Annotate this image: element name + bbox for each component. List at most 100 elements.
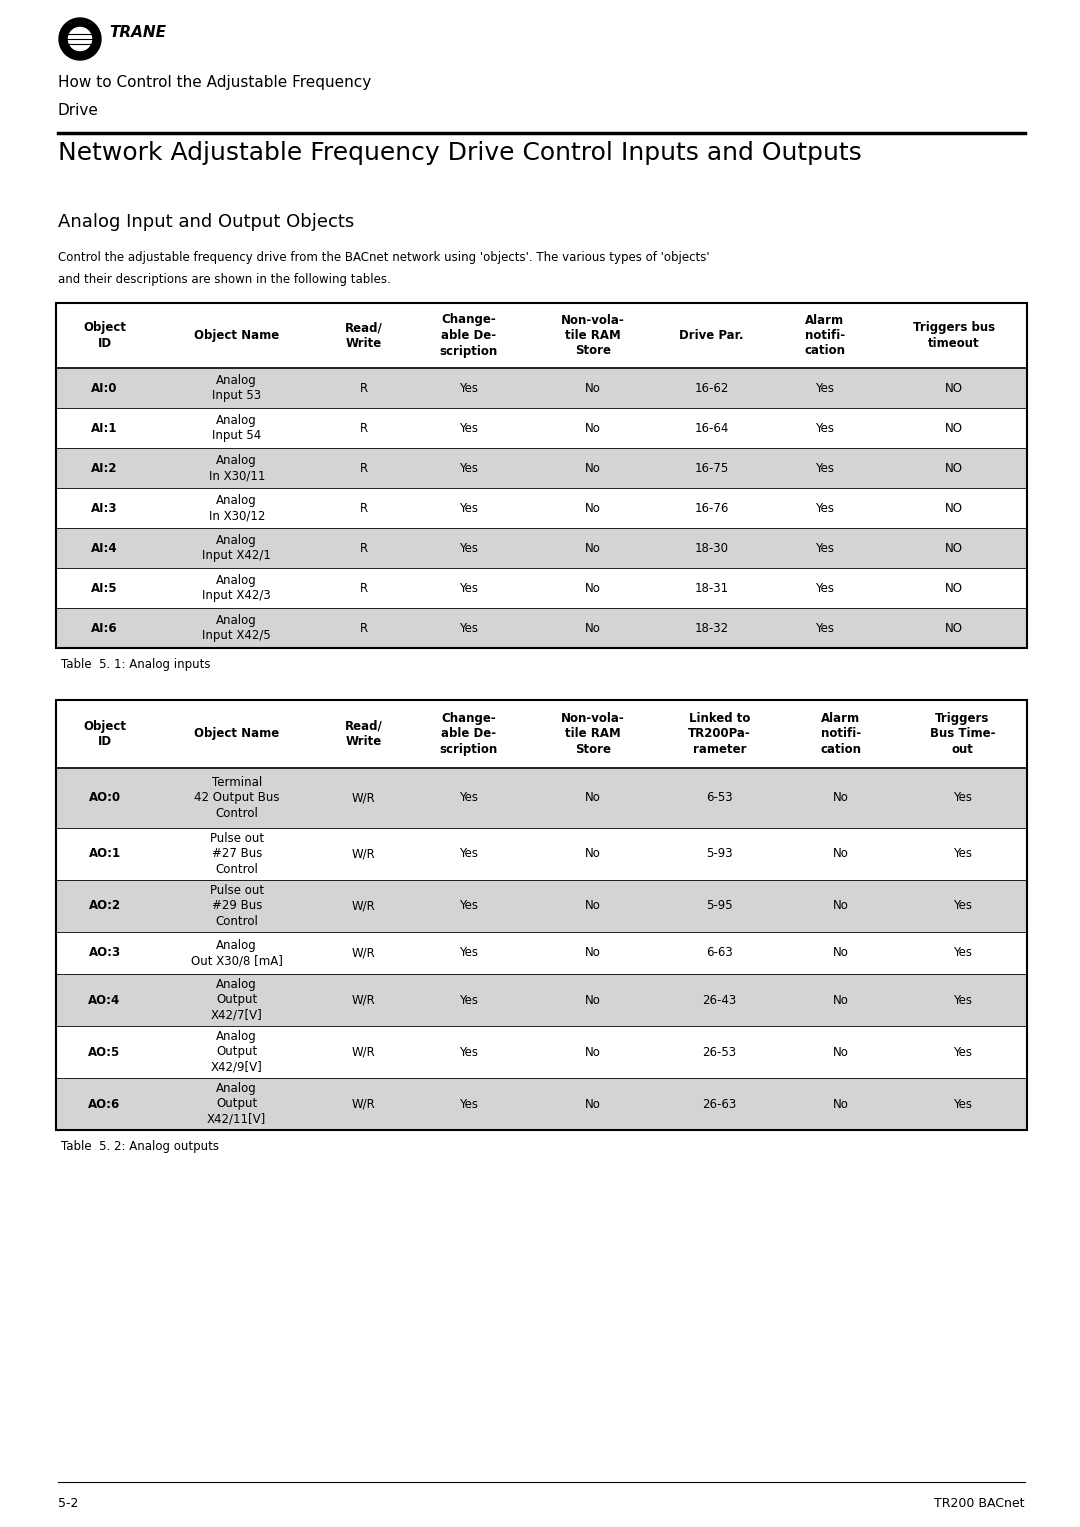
Text: Yes: Yes bbox=[815, 501, 834, 515]
Text: Yes: Yes bbox=[459, 582, 478, 594]
Text: Yes: Yes bbox=[459, 421, 478, 435]
Bar bbox=[56, 447, 1027, 489]
Text: W/R: W/R bbox=[352, 899, 376, 913]
Text: AI:5: AI:5 bbox=[91, 582, 118, 594]
Text: Yes: Yes bbox=[459, 621, 478, 635]
Text: No: No bbox=[584, 791, 600, 805]
Text: Linked to
TR200Pa-
rameter: Linked to TR200Pa- rameter bbox=[688, 712, 751, 756]
Text: W/R: W/R bbox=[352, 847, 376, 861]
Text: Yes: Yes bbox=[459, 382, 478, 394]
Text: 16-62: 16-62 bbox=[694, 382, 729, 394]
Text: AO:3: AO:3 bbox=[89, 947, 121, 959]
Text: Yes: Yes bbox=[459, 1046, 478, 1058]
Text: Control the adjustable frequency drive from the BACnet network using 'objects'. : Control the adjustable frequency drive f… bbox=[58, 250, 710, 264]
Text: Yes: Yes bbox=[953, 1046, 972, 1058]
Text: Read/
Write: Read/ Write bbox=[345, 719, 382, 748]
Text: Object
ID: Object ID bbox=[83, 719, 126, 748]
Text: Drive: Drive bbox=[58, 102, 99, 118]
Text: NO: NO bbox=[945, 461, 963, 475]
Text: 5-93: 5-93 bbox=[706, 847, 733, 861]
Text: Analog
Output
X42/11[V]: Analog Output X42/11[V] bbox=[207, 1083, 267, 1125]
Text: Analog Input and Output Objects: Analog Input and Output Objects bbox=[58, 212, 354, 231]
Text: R: R bbox=[360, 542, 367, 554]
Text: Alarm
notifi-
cation: Alarm notifi- cation bbox=[821, 712, 862, 756]
Text: Yes: Yes bbox=[815, 382, 834, 394]
Text: 5-2: 5-2 bbox=[58, 1496, 79, 1510]
Text: Yes: Yes bbox=[459, 899, 478, 913]
Text: AO:6: AO:6 bbox=[89, 1098, 121, 1110]
Text: Yes: Yes bbox=[953, 947, 972, 959]
Text: Object Name: Object Name bbox=[194, 328, 280, 342]
Text: How to Control the Adjustable Frequency: How to Control the Adjustable Frequency bbox=[58, 75, 372, 90]
Text: No: No bbox=[584, 382, 600, 394]
Text: TR200 BACnet: TR200 BACnet bbox=[934, 1496, 1025, 1510]
Text: NO: NO bbox=[945, 382, 963, 394]
Text: No: No bbox=[833, 1046, 849, 1058]
Text: R: R bbox=[360, 621, 367, 635]
Text: R: R bbox=[360, 501, 367, 515]
Text: Analog
In X30/11: Analog In X30/11 bbox=[208, 454, 265, 483]
Text: 26-43: 26-43 bbox=[702, 994, 737, 1006]
Text: No: No bbox=[584, 947, 600, 959]
Text: 5-95: 5-95 bbox=[706, 899, 733, 913]
Text: Triggers
Bus Time-
out: Triggers Bus Time- out bbox=[930, 712, 995, 756]
Text: No: No bbox=[584, 461, 600, 475]
Bar bbox=[56, 768, 1027, 828]
Text: No: No bbox=[833, 947, 849, 959]
Text: No: No bbox=[584, 542, 600, 554]
Text: Pulse out
#29 Bus
Control: Pulse out #29 Bus Control bbox=[210, 884, 264, 928]
Text: Yes: Yes bbox=[459, 1098, 478, 1110]
Text: No: No bbox=[833, 899, 849, 913]
Text: Analog
Input X42/3: Analog Input X42/3 bbox=[202, 574, 271, 602]
Text: Yes: Yes bbox=[459, 994, 478, 1006]
Text: AI:4: AI:4 bbox=[91, 542, 118, 554]
Text: AI:0: AI:0 bbox=[92, 382, 118, 394]
Text: Change-
able De-
scription: Change- able De- scription bbox=[440, 712, 498, 756]
Text: Triggers bus
timeout: Triggers bus timeout bbox=[913, 321, 996, 350]
Text: R: R bbox=[360, 382, 367, 394]
Text: Yes: Yes bbox=[459, 847, 478, 861]
Text: AI:6: AI:6 bbox=[91, 621, 118, 635]
Bar bbox=[56, 1078, 1027, 1130]
Text: No: No bbox=[584, 994, 600, 1006]
Text: Analog
In X30/12: Analog In X30/12 bbox=[208, 493, 265, 522]
Text: R: R bbox=[360, 421, 367, 435]
Bar bbox=[56, 699, 1027, 1130]
Text: R: R bbox=[360, 461, 367, 475]
Text: Drive Par.: Drive Par. bbox=[679, 328, 744, 342]
Text: Yes: Yes bbox=[459, 461, 478, 475]
Text: NO: NO bbox=[945, 582, 963, 594]
Text: R: R bbox=[360, 582, 367, 594]
Bar bbox=[56, 608, 1027, 647]
Text: Yes: Yes bbox=[459, 791, 478, 805]
Text: 6-63: 6-63 bbox=[706, 947, 733, 959]
Text: 16-64: 16-64 bbox=[694, 421, 729, 435]
Bar bbox=[56, 699, 1027, 768]
Text: NO: NO bbox=[945, 421, 963, 435]
Text: No: No bbox=[584, 582, 600, 594]
Text: No: No bbox=[584, 899, 600, 913]
Circle shape bbox=[68, 27, 92, 50]
Text: Analog
Output
X42/9[V]: Analog Output X42/9[V] bbox=[211, 1031, 262, 1073]
Text: Yes: Yes bbox=[815, 582, 834, 594]
Text: No: No bbox=[584, 621, 600, 635]
Text: Alarm
notifi-
cation: Alarm notifi- cation bbox=[805, 313, 846, 357]
Text: AO:2: AO:2 bbox=[89, 899, 121, 913]
Text: No: No bbox=[833, 994, 849, 1006]
Text: Analog
Input 54: Analog Input 54 bbox=[212, 414, 261, 443]
Text: W/R: W/R bbox=[352, 1098, 376, 1110]
Text: Table  5. 1: Analog inputs: Table 5. 1: Analog inputs bbox=[60, 658, 211, 670]
Text: 18-32: 18-32 bbox=[694, 621, 729, 635]
Text: 26-53: 26-53 bbox=[702, 1046, 737, 1058]
Text: Yes: Yes bbox=[459, 542, 478, 554]
Text: AO:5: AO:5 bbox=[89, 1046, 121, 1058]
Text: NO: NO bbox=[945, 542, 963, 554]
Text: Analog
Input 53: Analog Input 53 bbox=[212, 374, 261, 402]
Bar bbox=[56, 974, 1027, 1026]
Text: Yes: Yes bbox=[953, 847, 972, 861]
Text: AO:0: AO:0 bbox=[89, 791, 121, 805]
Text: Analog
Input X42/5: Analog Input X42/5 bbox=[202, 614, 271, 643]
Bar bbox=[56, 528, 1027, 568]
Text: NO: NO bbox=[945, 621, 963, 635]
Text: Network Adjustable Frequency Drive Control Inputs and Outputs: Network Adjustable Frequency Drive Contr… bbox=[58, 140, 862, 165]
